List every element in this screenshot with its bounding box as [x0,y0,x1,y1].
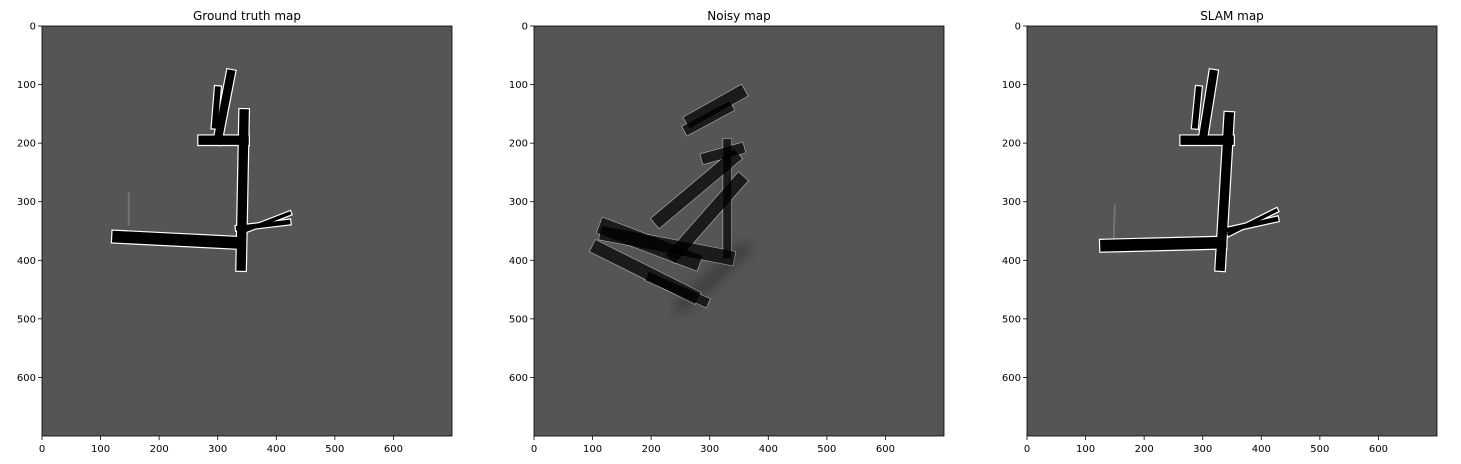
y-tick-label: 400 [17,256,36,267]
y-tick-label: 300 [17,197,36,208]
y-tick-label: 500 [509,314,528,325]
y-tick-label: 300 [509,197,528,208]
chart-title: SLAM map [1200,9,1264,23]
x-tick-label: 200 [642,444,661,455]
x-tick-label: 500 [325,444,344,455]
y-tick-label: 0 [1015,22,1021,33]
x-tick-label: 0 [39,444,45,455]
x-tick-label: 600 [384,444,403,455]
x-tick-label: 400 [759,444,778,455]
y-tick-label: 600 [1002,373,1021,384]
panel-ground-truth: Ground truth map 0 100 200 300 400 500 600 0 100 2… [0,0,470,464]
y-tick-label: 600 [509,373,528,384]
y-tick-label: 200 [17,139,36,150]
x-tick-label: 0 [1024,444,1030,455]
y-tick-label: 500 [17,314,36,325]
x-tick-label: 500 [817,444,836,455]
grey-streak [1114,205,1115,240]
x-tick-label: 100 [583,444,602,455]
x-tick-label: 0 [531,444,537,455]
x-tick-label: 300 [700,444,719,455]
chart-title: Noisy map [707,9,770,23]
y-tick-label: 200 [1002,139,1021,150]
y-tick-label: 100 [17,80,36,91]
corridor-free-space [1106,243,1220,246]
y-tick-label: 300 [1002,197,1021,208]
x-tick-label: 600 [876,444,895,455]
y-tick-label: 0 [522,22,528,33]
corridor-free-space [118,237,235,243]
corridor-free-space [1195,89,1199,125]
y-tick-label: 100 [509,80,528,91]
y-tick-label: 0 [30,22,36,33]
x-tick-label: 300 [208,444,227,455]
x-tick-label: 600 [1369,444,1388,455]
slam-map-chart: SLAM map 0 100 200 300 400 500 600 0 100 200 300 400… [985,0,1455,460]
x-tick-label: 400 [1252,444,1271,455]
x-tick-label: 400 [267,444,286,455]
corridor-free-space [215,89,218,125]
x-tick-label: 500 [1310,444,1329,455]
y-tick-label: 200 [509,139,528,150]
y-tick-label: 500 [1002,314,1021,325]
panel-noisy: Noisy map 0 100 200 300 400 500 600 0 100 200 300 40… [492,0,962,464]
panel-slam: SLAM map 0 100 200 300 400 500 600 0 100 200 300 400… [985,0,1455,464]
y-tick-label: 600 [17,373,36,384]
x-tick-label: 200 [1135,444,1154,455]
y-tick-label: 400 [1002,256,1021,267]
x-tick-label: 300 [1193,444,1212,455]
y-tick-label: 100 [1002,80,1021,91]
x-tick-label: 100 [91,444,110,455]
noisy-map-chart: Noisy map 0 100 200 300 400 500 600 0 100 200 300 40… [492,0,962,460]
x-tick-label: 100 [1076,444,1095,455]
ground-truth-map-chart: Ground truth map 0 100 200 300 400 500 600 0 100 2… [0,0,470,460]
y-tick-label: 400 [509,256,528,267]
x-tick-label: 200 [150,444,169,455]
chart-title: Ground truth map [193,9,301,23]
